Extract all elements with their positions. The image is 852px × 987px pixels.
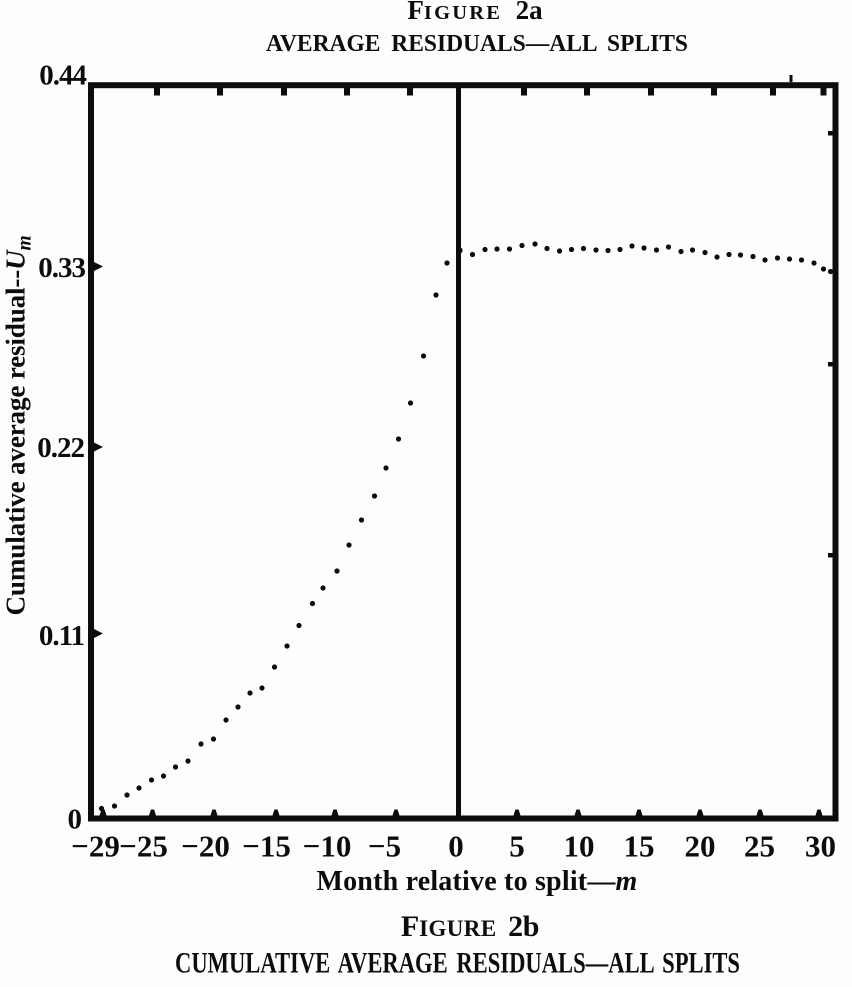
svg-text:−25: −25 [119, 829, 168, 864]
svg-text:FIGURE 2a: FIGURE 2a [407, 0, 543, 25]
svg-text:20: 20 [685, 829, 716, 864]
svg-text:CUMULATIVE AVERAGE RESIDUALS: CUMULATIVE AVERAGE RESIDUALS—ALL SPLITS [175, 947, 740, 980]
svg-text:0: 0 [448, 829, 464, 864]
svg-text:Month relative to split—m: Month relative to split—m [316, 866, 637, 897]
svg-text:−5: −5 [368, 829, 401, 864]
svg-text:FIGURE 2b: FIGURE 2b [401, 910, 539, 943]
svg-text:−20: −20 [181, 829, 230, 864]
svg-text:0.22: 0.22 [37, 432, 84, 464]
svg-text:−10: −10 [303, 829, 352, 864]
svg-text:0.11: 0.11 [39, 620, 84, 652]
svg-text:25: 25 [744, 829, 775, 864]
svg-text:0: 0 [68, 804, 82, 836]
svg-text:30: 30 [805, 829, 836, 864]
svg-text:−15: −15 [242, 829, 291, 864]
svg-text:15: 15 [624, 829, 655, 864]
svg-text:0.33: 0.33 [38, 252, 85, 284]
svg-text:10: 10 [564, 829, 595, 864]
svg-text:0.44: 0.44 [39, 60, 86, 92]
svg-text:AVERAGE RESIDUALS—ALL SPLITS: AVERAGE RESIDUALS—ALL SPLITS [266, 31, 688, 57]
svg-text:−29: −29 [71, 829, 120, 864]
svg-text:Cumulative average residual--U: Cumulative average residual--Um [1, 235, 36, 615]
svg-text:5: 5 [509, 829, 525, 864]
